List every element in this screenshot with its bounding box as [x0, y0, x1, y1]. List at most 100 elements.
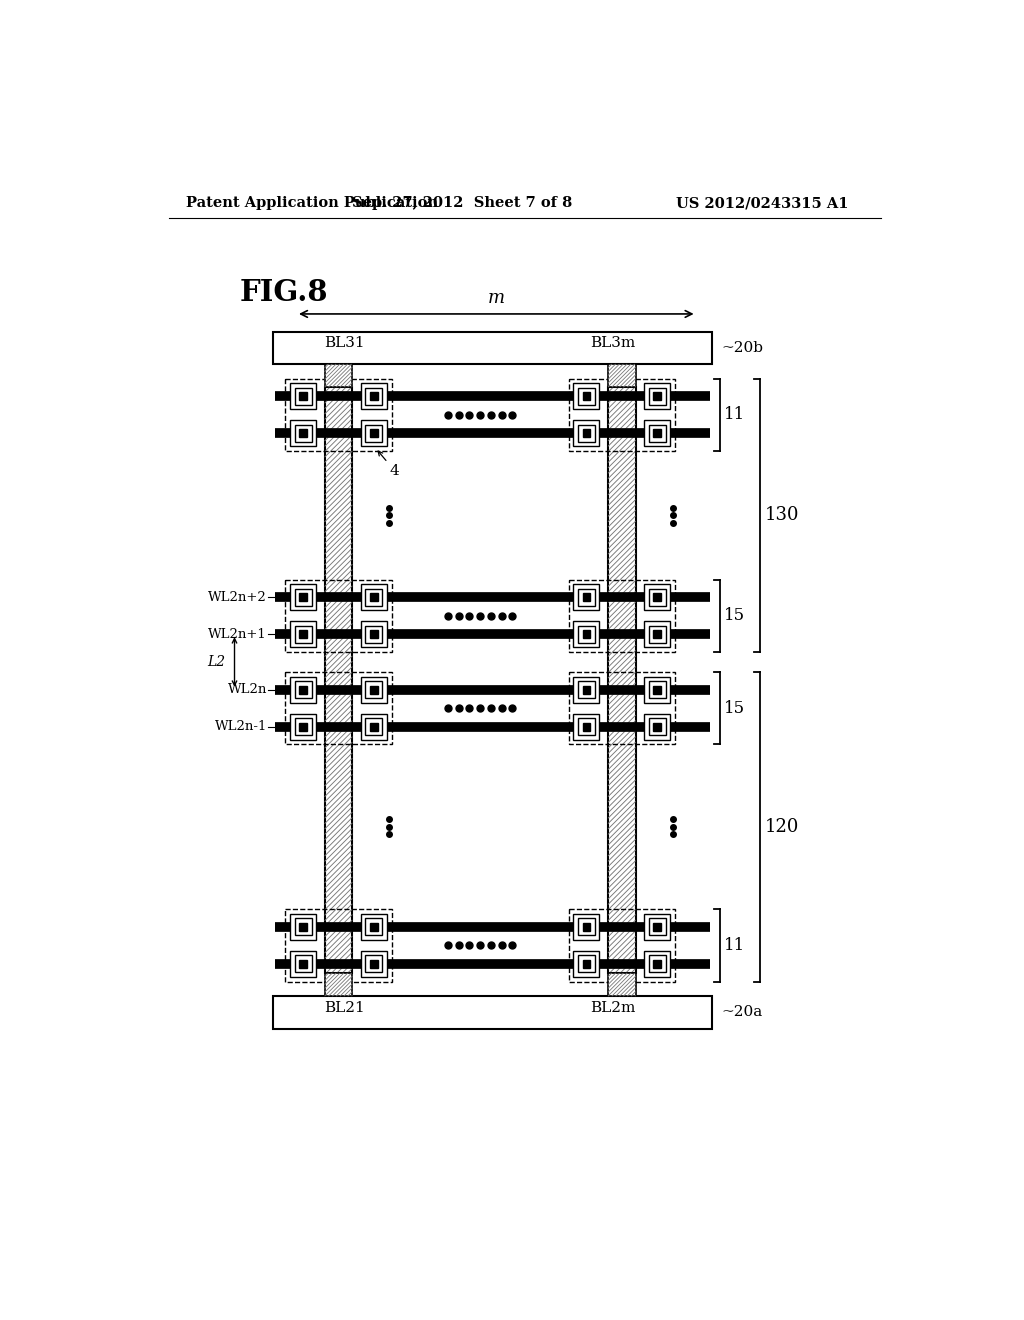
Bar: [299, 723, 307, 730]
Bar: [649, 919, 666, 936]
Bar: [360, 420, 387, 446]
Bar: [644, 420, 671, 446]
Bar: [273, 997, 712, 1028]
Bar: [653, 631, 662, 638]
Bar: [286, 579, 391, 652]
Bar: [578, 956, 595, 973]
Bar: [644, 714, 671, 739]
Bar: [583, 594, 590, 601]
Bar: [568, 579, 675, 652]
Bar: [295, 919, 311, 936]
Bar: [644, 383, 671, 409]
Bar: [360, 677, 387, 702]
Text: 130: 130: [764, 507, 799, 524]
Bar: [653, 429, 662, 437]
Bar: [608, 364, 636, 387]
Bar: [573, 622, 599, 647]
Bar: [290, 950, 316, 977]
Bar: [649, 626, 666, 643]
Bar: [366, 626, 382, 643]
Bar: [366, 718, 382, 735]
Bar: [573, 420, 599, 446]
Bar: [366, 589, 382, 606]
Bar: [370, 594, 378, 601]
Bar: [653, 960, 662, 968]
Bar: [286, 672, 391, 744]
Bar: [366, 388, 382, 405]
Bar: [573, 913, 599, 940]
Bar: [295, 956, 311, 973]
Bar: [325, 364, 352, 387]
Bar: [299, 429, 307, 437]
Text: ~20a: ~20a: [721, 1006, 763, 1019]
Bar: [649, 718, 666, 735]
Bar: [583, 392, 590, 400]
Bar: [360, 714, 387, 739]
Bar: [290, 913, 316, 940]
Bar: [370, 723, 378, 730]
Bar: [325, 387, 352, 973]
Text: 11: 11: [724, 937, 745, 954]
Bar: [295, 718, 311, 735]
Bar: [568, 909, 675, 982]
Bar: [573, 585, 599, 610]
Bar: [370, 923, 378, 931]
Bar: [290, 383, 316, 409]
Bar: [583, 723, 590, 730]
Bar: [295, 626, 311, 643]
Bar: [573, 950, 599, 977]
Bar: [286, 379, 391, 451]
Bar: [644, 622, 671, 647]
Bar: [573, 677, 599, 702]
Bar: [299, 392, 307, 400]
Text: L2: L2: [207, 655, 225, 669]
Bar: [366, 681, 382, 698]
Bar: [583, 923, 590, 931]
Text: US 2012/0243315 A1: US 2012/0243315 A1: [676, 197, 848, 210]
Bar: [370, 960, 378, 968]
Text: BL31: BL31: [325, 337, 366, 350]
Bar: [360, 950, 387, 977]
Bar: [644, 950, 671, 977]
Bar: [299, 960, 307, 968]
Bar: [370, 631, 378, 638]
Bar: [295, 425, 311, 442]
Bar: [290, 622, 316, 647]
Bar: [644, 913, 671, 940]
Bar: [578, 589, 595, 606]
Bar: [360, 913, 387, 940]
Text: WL2n-1: WL2n-1: [214, 721, 267, 733]
Bar: [578, 681, 595, 698]
Text: 11: 11: [724, 407, 745, 424]
Text: WL2n+1: WL2n+1: [208, 628, 267, 640]
Text: ~20b: ~20b: [721, 341, 763, 355]
Bar: [325, 973, 352, 997]
Text: BL3m: BL3m: [591, 337, 636, 350]
Bar: [608, 973, 636, 997]
Text: WL2n: WL2n: [227, 684, 267, 696]
Bar: [370, 429, 378, 437]
Bar: [290, 585, 316, 610]
Bar: [653, 723, 662, 730]
Bar: [649, 425, 666, 442]
Bar: [653, 686, 662, 693]
Bar: [653, 923, 662, 931]
Bar: [578, 388, 595, 405]
Bar: [578, 718, 595, 735]
Text: BL21: BL21: [325, 1001, 366, 1015]
Bar: [578, 626, 595, 643]
Bar: [366, 956, 382, 973]
Bar: [295, 388, 311, 405]
Text: Sep. 27, 2012  Sheet 7 of 8: Sep. 27, 2012 Sheet 7 of 8: [351, 197, 571, 210]
Bar: [299, 631, 307, 638]
Bar: [573, 714, 599, 739]
Bar: [295, 589, 311, 606]
Text: BL2m: BL2m: [590, 1001, 636, 1015]
Bar: [578, 425, 595, 442]
Bar: [573, 383, 599, 409]
Text: FIG.8: FIG.8: [240, 277, 329, 306]
Text: 120: 120: [764, 818, 799, 836]
Text: 4: 4: [389, 465, 399, 478]
Bar: [360, 622, 387, 647]
Bar: [578, 919, 595, 936]
